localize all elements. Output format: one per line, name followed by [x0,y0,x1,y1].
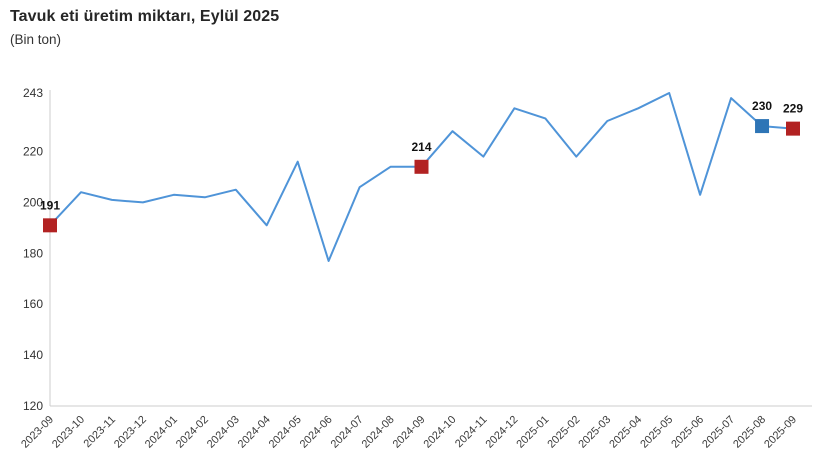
x-axis-label: 2024-10 [422,414,459,451]
x-axis-label: 2025-01 [514,414,551,451]
x-axis-label: 2024-08 [360,414,397,451]
data-label: 214 [411,140,431,154]
x-axis-label: 2024-05 [267,414,304,451]
x-axis-label: 2025-03 [576,414,613,451]
data-label: 191 [40,198,60,212]
y-axis-label: 243 [23,86,43,100]
y-axis-label: 120 [23,399,43,413]
x-axis-label: 2024-07 [329,414,366,451]
x-axis-label: 2025-08 [731,414,768,451]
y-axis-label: 140 [23,348,43,362]
x-axis-label: 2025-04 [607,414,644,451]
y-axis-label: 180 [23,246,43,260]
y-axis-label: 160 [23,297,43,311]
chart-title: Tavuk eti üretim miktarı, Eylül 2025 [10,8,280,25]
x-axis-label: 2024-04 [236,414,273,451]
x-axis-label: 2024-01 [143,414,180,451]
x-axis-label: 2023-11 [82,414,118,450]
x-axis-label: 2025-06 [669,414,706,451]
x-axis-label: 2024-03 [205,414,242,451]
x-axis-label: 2024-11 [453,414,489,450]
y-axis-label: 220 [23,145,43,159]
x-axis-label: 2025-05 [638,414,675,451]
x-axis-label: 2023-12 [112,414,149,451]
data-label: 229 [783,102,803,116]
x-axis-label: 2023-10 [50,414,87,451]
x-axis-label: 2024-09 [391,414,428,451]
data-marker [755,119,770,134]
x-axis-label: 2024-02 [174,414,211,451]
y-axis-label: 200 [23,195,43,209]
chart-subtitle: (Bin ton) [10,32,62,47]
x-axis-label: 2024-12 [483,414,520,451]
data-label: 230 [752,99,772,113]
x-axis-label: 2023-09 [19,414,56,451]
series-line [49,92,794,262]
x-axis-label: 2025-02 [545,414,582,451]
data-marker [43,218,57,233]
x-axis-label: 2025-07 [700,414,737,451]
data-marker [786,121,800,136]
data-marker [414,159,429,174]
x-axis-label: 2024-06 [298,414,335,451]
x-axis-label: 2025-09 [762,414,799,451]
